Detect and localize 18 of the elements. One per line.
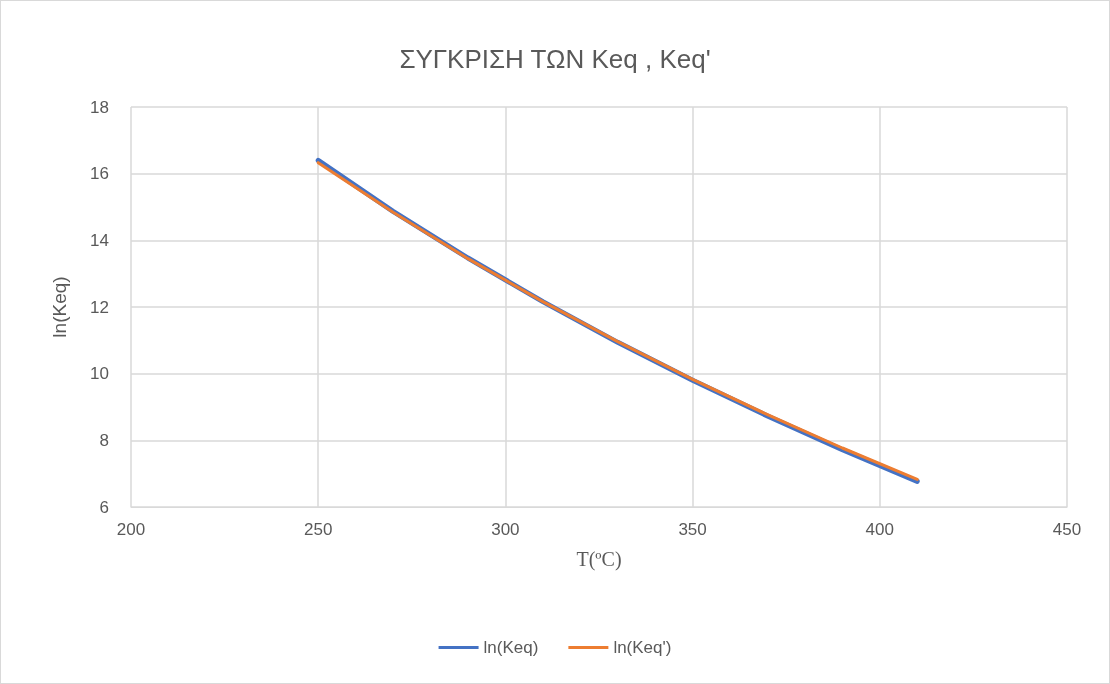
y-tick-label: 12 bbox=[90, 297, 109, 317]
x-axis-title: T(ºC) bbox=[576, 548, 622, 571]
chart-title: ΣΥΓΚΡΙΣΗ ΤΩΝ Keq , Keq' bbox=[399, 44, 711, 74]
y-tick-label: 8 bbox=[99, 430, 109, 450]
y-axis-title: ln(Keq) bbox=[49, 276, 70, 338]
y-tick-label: 16 bbox=[90, 164, 109, 184]
y-tick-label: 14 bbox=[90, 230, 109, 250]
x-tick-label: 300 bbox=[491, 520, 520, 539]
legend-label: ln(Keq') bbox=[613, 638, 672, 657]
legend-label: ln(Keq) bbox=[483, 638, 539, 657]
x-tick-label: 400 bbox=[865, 520, 894, 539]
x-tick-label: 450 bbox=[1052, 520, 1082, 539]
x-tick-label: 200 bbox=[116, 520, 146, 539]
y-tick-label: 18 bbox=[90, 97, 109, 117]
y-tick-label: 10 bbox=[90, 364, 109, 384]
x-tick-label: 350 bbox=[678, 520, 707, 539]
x-tick-label: 250 bbox=[304, 520, 333, 539]
y-tick-label: 6 bbox=[99, 497, 109, 517]
